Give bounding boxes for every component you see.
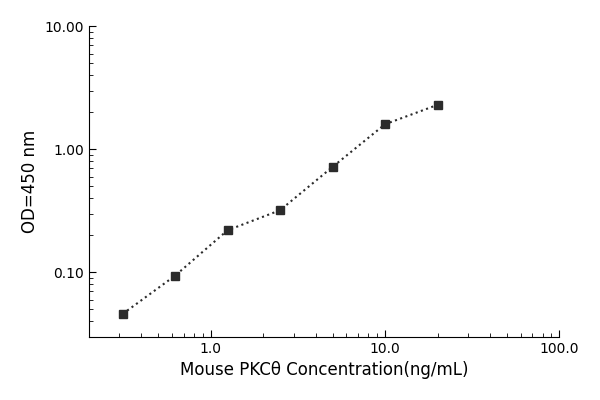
- X-axis label: Mouse PKCθ Concentration(ng/mL): Mouse PKCθ Concentration(ng/mL): [180, 361, 469, 379]
- Y-axis label: OD=450 nm: OD=450 nm: [21, 130, 39, 233]
